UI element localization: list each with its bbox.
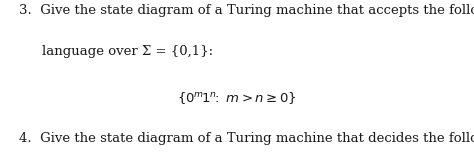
Text: $\{0^m\!1^n\!\!:\ m > n \geq 0\}$: $\{0^m\!1^n\!\!:\ m > n \geq 0\}$ (177, 90, 297, 106)
Text: language over Σ = {0,1}:: language over Σ = {0,1}: (42, 45, 213, 58)
Text: 4.  Give the state diagram of a Turing machine that decides the following: 4. Give the state diagram of a Turing ma… (19, 132, 474, 145)
Text: 3.  Give the state diagram of a Turing machine that accepts the following: 3. Give the state diagram of a Turing ma… (19, 4, 474, 17)
